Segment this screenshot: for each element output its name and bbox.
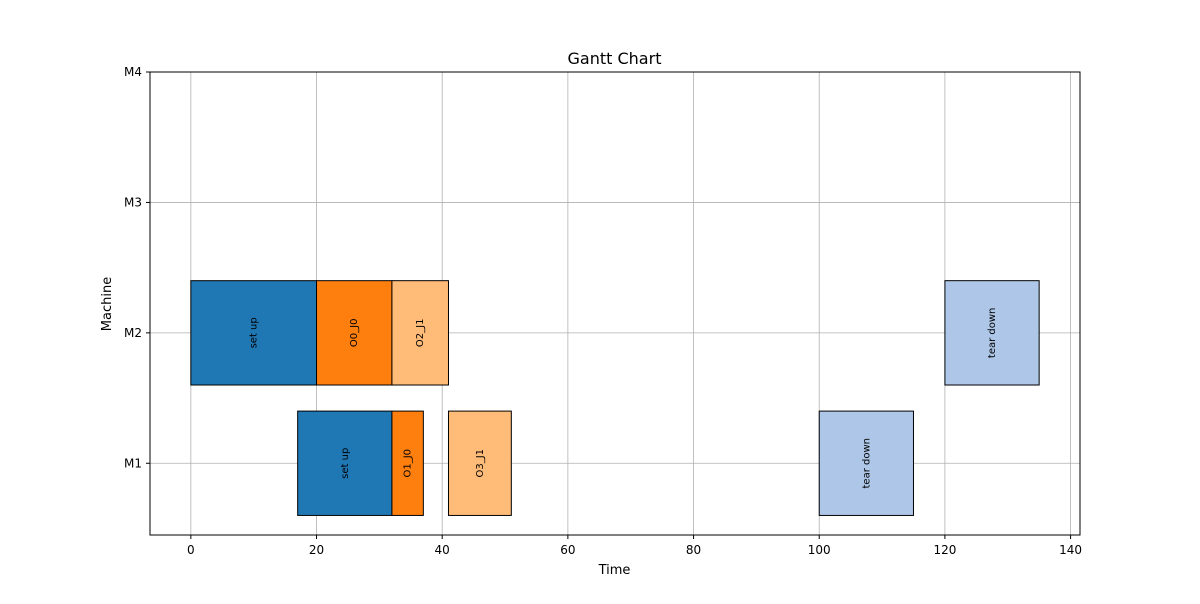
x-tick-label: 100: [808, 543, 831, 557]
y-tick-label: M1: [124, 456, 142, 470]
x-tick-label: 20: [309, 543, 324, 557]
x-tick-label: 140: [1059, 543, 1082, 557]
y-tick-label: M4: [124, 65, 142, 79]
gantt-bar-label: set up: [340, 448, 351, 479]
chart-title: Gantt Chart: [568, 49, 662, 68]
gantt-bar: [944, 280, 1040, 386]
x-tick-label: 120: [933, 543, 956, 557]
x-tick-label: 0: [187, 543, 195, 557]
y-axis-label: Machine: [100, 277, 115, 331]
y-tick-label: M3: [124, 195, 142, 209]
x-tick-label: 60: [560, 543, 575, 557]
gantt-bar-label: O2_J1: [415, 319, 426, 348]
gantt-bar-label: set up: [249, 317, 260, 348]
x-tick-label: 40: [435, 543, 450, 557]
x-tick-label: 80: [686, 543, 701, 557]
gantt-bar: [190, 280, 318, 386]
gantt-bar-label: tear down: [987, 308, 998, 358]
gantt-bar: [297, 410, 393, 516]
y-tick-label: M2: [124, 326, 142, 340]
gantt-bar-label: O3_J1: [475, 449, 486, 478]
gantt-bar: [391, 280, 449, 386]
gantt-bar-label: tear down: [861, 438, 872, 488]
gantt-bar: [818, 410, 914, 516]
axes: 0 20 40 60 80 100 120 140 M1 M2 M3 M4: [124, 65, 1082, 557]
gantt-bar-label: O1_J0: [403, 449, 414, 478]
gantt-bar-label: O0_J0: [349, 319, 360, 348]
gantt-bar: [316, 280, 393, 386]
gantt-bar: [447, 410, 512, 516]
gantt-bar: [391, 410, 424, 516]
x-axis-label: Time: [598, 563, 631, 578]
plot-frame: [149, 71, 1081, 536]
